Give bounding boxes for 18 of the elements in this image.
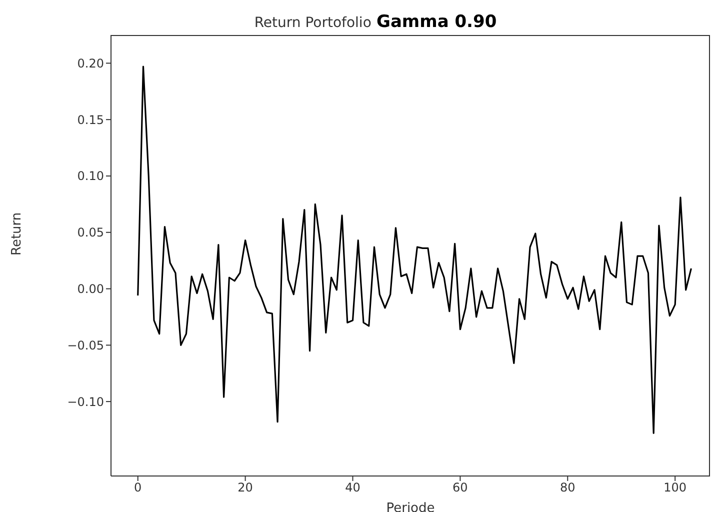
y-tick-label: 0.10	[77, 169, 104, 184]
y-tick-label: 0.20	[77, 56, 104, 70]
y-tick-label: −0.05	[67, 338, 104, 352]
y-tick-label: −0.10	[67, 394, 104, 409]
chart-title: Return Portofolio	[254, 15, 372, 31]
x-tick-label: 100	[664, 480, 687, 495]
y-tick-label: 0.00	[77, 282, 104, 296]
x-axis-title: Periode	[386, 501, 435, 512]
y-tick-label: 0.05	[77, 226, 104, 240]
chart-subtitle: Gamma 0.90	[376, 12, 497, 32]
y-tick-label: 0.15	[77, 112, 104, 127]
x-tick-label: 0	[134, 480, 142, 495]
x-tick-label: 80	[560, 480, 576, 495]
x-tick-label: 60	[452, 480, 468, 495]
x-tick-label: 40	[345, 480, 360, 495]
y-axis-title: Return	[10, 212, 25, 256]
x-tick-label: 20	[238, 480, 253, 495]
line-series	[137, 66, 692, 434]
